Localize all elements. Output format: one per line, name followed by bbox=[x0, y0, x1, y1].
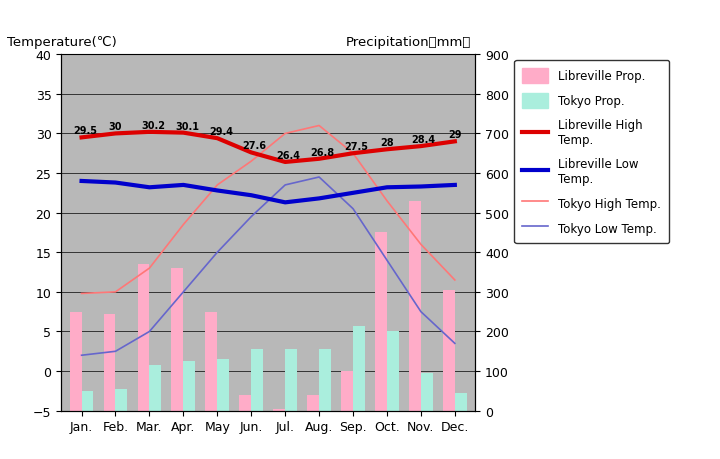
Bar bbox=[205, 312, 217, 411]
Text: 30: 30 bbox=[108, 122, 122, 132]
Bar bbox=[307, 395, 319, 411]
Bar bbox=[375, 233, 387, 411]
Bar bbox=[70, 312, 81, 411]
Bar bbox=[409, 202, 421, 411]
Bar bbox=[341, 371, 353, 411]
Bar bbox=[443, 290, 455, 411]
Text: 29.5: 29.5 bbox=[73, 126, 97, 136]
Bar bbox=[81, 391, 94, 411]
Text: 26.8: 26.8 bbox=[310, 147, 335, 157]
Text: 30.1: 30.1 bbox=[175, 121, 199, 131]
Text: 27.5: 27.5 bbox=[345, 142, 369, 152]
Text: 26.4: 26.4 bbox=[276, 151, 301, 161]
Bar bbox=[239, 395, 251, 411]
Bar bbox=[387, 332, 399, 411]
Bar bbox=[138, 264, 150, 411]
Bar bbox=[150, 365, 161, 411]
Bar bbox=[171, 269, 184, 411]
Bar bbox=[217, 359, 229, 411]
Bar bbox=[115, 389, 127, 411]
Text: 27.6: 27.6 bbox=[243, 141, 266, 151]
Bar bbox=[319, 350, 331, 411]
Text: 29.4: 29.4 bbox=[209, 127, 233, 137]
Bar bbox=[353, 326, 365, 411]
Bar bbox=[104, 314, 115, 411]
Text: 28.4: 28.4 bbox=[411, 135, 436, 145]
Bar bbox=[274, 409, 285, 411]
Text: Precipitation（mm）: Precipitation（mm） bbox=[346, 36, 471, 49]
Bar bbox=[184, 361, 195, 411]
Text: Temperature(℃): Temperature(℃) bbox=[7, 36, 117, 49]
Text: 29: 29 bbox=[449, 130, 462, 140]
Bar bbox=[421, 373, 433, 411]
Text: 30.2: 30.2 bbox=[141, 121, 165, 131]
Bar bbox=[455, 393, 467, 411]
Legend: Libreville Prop., Tokyo Prop., Libreville High
Temp., Libreville Low
Temp., Toky: Libreville Prop., Tokyo Prop., Librevill… bbox=[514, 61, 669, 244]
Bar bbox=[251, 350, 263, 411]
Bar bbox=[285, 350, 297, 411]
Text: 28: 28 bbox=[380, 138, 394, 148]
